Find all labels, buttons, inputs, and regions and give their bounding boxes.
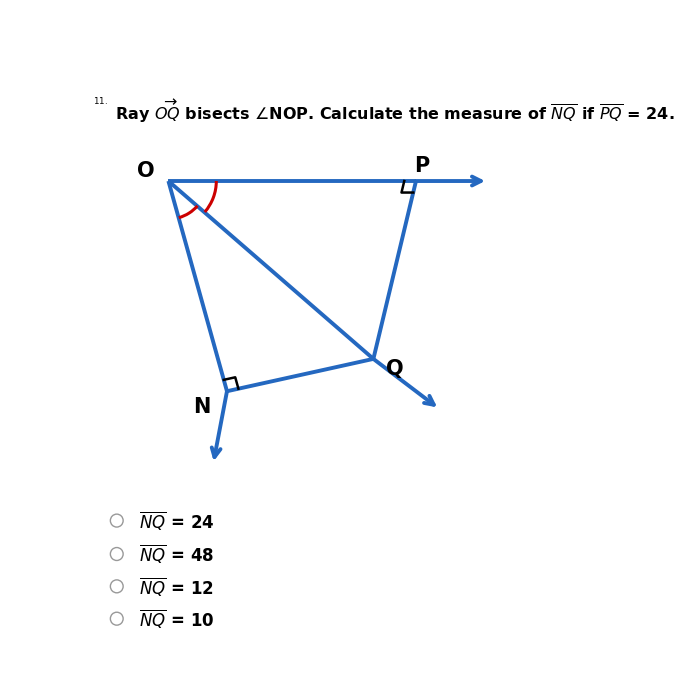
Text: $\overline{NQ}$ = 48: $\overline{NQ}$ = 48 (139, 542, 214, 566)
Text: N: N (193, 398, 210, 417)
Text: P: P (414, 156, 429, 176)
Text: $\overline{NQ}$ = 12: $\overline{NQ}$ = 12 (139, 575, 214, 598)
Text: $\overline{NQ}$ = 24: $\overline{NQ}$ = 24 (139, 509, 214, 532)
Text: $\overline{NQ}$ = 10: $\overline{NQ}$ = 10 (139, 607, 214, 630)
Text: Q: Q (386, 358, 403, 379)
Text: $^{11.}$: $^{11.}$ (93, 97, 108, 111)
Text: O: O (137, 161, 155, 181)
Text: Ray $\overrightarrow{OQ}$ bisects $\angle$NOP. Calculate the measure of $\overli: Ray $\overrightarrow{OQ}$ bisects $\angl… (115, 97, 675, 125)
